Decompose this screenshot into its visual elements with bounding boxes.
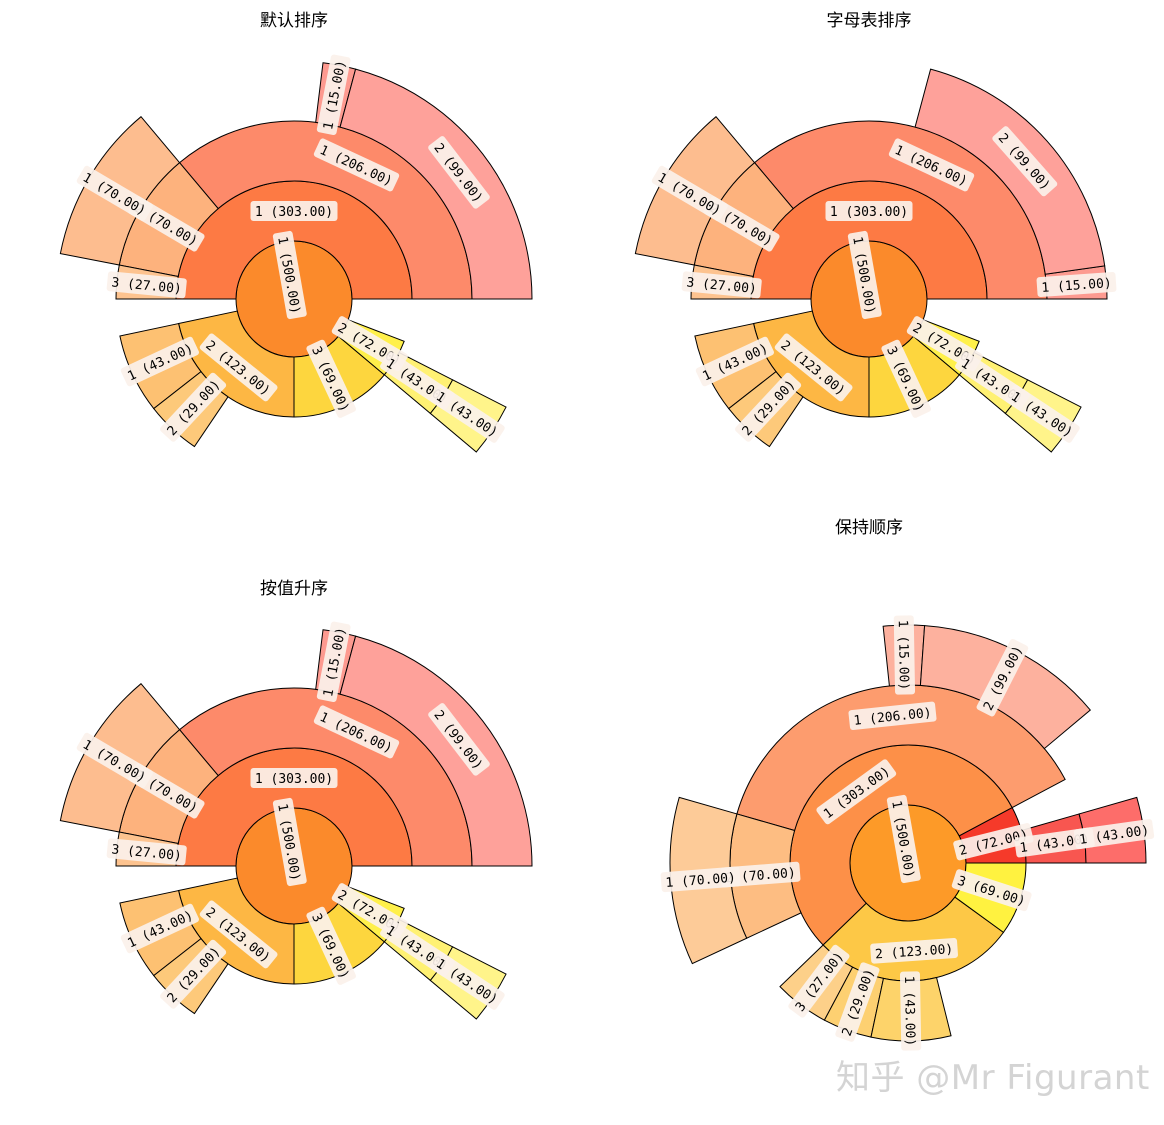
segment-label-box — [306, 906, 356, 985]
segment-label-box — [430, 951, 505, 1010]
segment-label: 3 (27.00) — [106, 838, 187, 866]
segment-label-box — [1073, 819, 1155, 850]
segment-label-text: 3 (27.00) — [111, 842, 183, 864]
segment-label-text: 3 (27.00) — [111, 275, 183, 297]
panel-title: 按值升序 — [260, 579, 328, 599]
segment-label-text: 3 (27.00) — [686, 275, 758, 297]
segment-label: 3 (27.00) — [106, 271, 187, 299]
segment-label-box — [976, 638, 1029, 717]
segment-label-box — [953, 823, 1034, 861]
segment-label: 1 (15.00) — [1036, 271, 1117, 298]
segment-label-text: 1 (70.00) — [665, 871, 736, 891]
segment-label-box — [316, 54, 351, 136]
segment-label-text: 1 (303.00) — [255, 772, 333, 787]
segment-label-box — [888, 138, 975, 192]
segment-label-box — [695, 336, 774, 387]
segment-label-text: 2 (70.00) — [725, 866, 796, 886]
segment-label-box — [893, 615, 916, 695]
segment-label-box — [681, 271, 762, 299]
sunburst-segment-ring4-2[interactable] — [914, 68, 1106, 275]
segment-label-box — [825, 201, 913, 221]
segment-label-box — [76, 165, 153, 221]
segment-label-box — [951, 869, 1032, 912]
segment-label-box — [313, 138, 400, 192]
segment-label-text: 1 (303.00) — [830, 205, 908, 220]
segment-label-box — [848, 701, 937, 730]
segment-label: 2 (70.00) — [720, 861, 801, 888]
segment-label-box — [160, 372, 227, 442]
segment-label-box — [816, 759, 897, 825]
segment-label-box — [306, 339, 356, 418]
segment-label-box — [720, 861, 801, 888]
segment-label-box — [651, 165, 728, 221]
sunburst-segment-ring4-2[interactable] — [339, 635, 533, 867]
segment-label-box — [1036, 271, 1117, 298]
segment-label-box — [847, 230, 882, 320]
segment-label-box — [76, 732, 153, 788]
panel-title: 默认排序 — [260, 11, 328, 31]
segment-label-box — [250, 768, 338, 788]
segment-label-box — [774, 333, 853, 402]
segment-label-box — [870, 937, 958, 964]
segment-label: 3 (27.00) — [681, 271, 762, 299]
segment-label-box — [881, 339, 931, 418]
segment-label-box — [106, 838, 187, 866]
watermark-text: 知乎 @Mr Figurant — [836, 1058, 1150, 1098]
panel-title: 字母表排序 — [827, 11, 912, 31]
sunburst-segment-ring4-2[interactable] — [339, 68, 533, 300]
segment-label-text: 2 (123.00) — [875, 942, 954, 962]
segment-label: 1 (70.00) — [660, 866, 741, 893]
segment-label-box — [120, 903, 199, 954]
segment-label: 1 (303.00) — [250, 201, 338, 221]
segment-label-text: 1 (43.00) — [901, 976, 917, 1047]
segment-label-box — [313, 705, 400, 759]
segment-label-box — [316, 621, 351, 703]
segment-label: 1 (206.00) — [848, 701, 937, 730]
segment-label-box — [660, 866, 741, 893]
segment-label-box — [886, 794, 921, 884]
segment-label: 1 (303.00) — [250, 768, 338, 788]
segment-label-text: 1 (15.00) — [895, 620, 911, 691]
segment-label-box — [120, 336, 199, 387]
segment-label-text: 1 (15.00) — [1041, 276, 1112, 296]
segment-labels: 1 (500.00) 2 (72.00)1 (303.00)2 (123.00)3… — [660, 615, 1155, 1051]
segment-label-text: 1 (303.00) — [255, 205, 333, 220]
segment-label-box — [735, 372, 802, 442]
segment-label-box — [835, 962, 880, 1042]
segment-label-box — [428, 136, 490, 209]
panel-title: 保持顺序 — [835, 518, 903, 538]
sunburst-panel-4: 保持顺序 1 (500.00) 2 (72.00)1 (303.00)2 (123.… — [660, 518, 1155, 1051]
segment-label-box — [899, 971, 922, 1051]
segment-label: 2 (123.00) — [870, 937, 958, 964]
segment-label: 1 (15.00) — [893, 615, 916, 695]
segment-label-box — [272, 797, 307, 887]
segment-label-box — [106, 271, 187, 299]
segment-label-box — [160, 939, 227, 1009]
segment-label: 1 (303.00) — [825, 201, 913, 221]
segment-label-box — [428, 703, 490, 776]
segment-label-box — [199, 900, 278, 969]
segment-label-box — [430, 384, 505, 443]
segment-label-box — [250, 201, 338, 221]
segment-label-box — [992, 126, 1058, 197]
segment-label-box — [272, 230, 307, 320]
segment-label: 1 (43.00) — [899, 971, 922, 1051]
segment-label-box — [199, 333, 278, 402]
segment-label-box — [1005, 384, 1080, 443]
segment-label-box — [788, 944, 850, 1018]
